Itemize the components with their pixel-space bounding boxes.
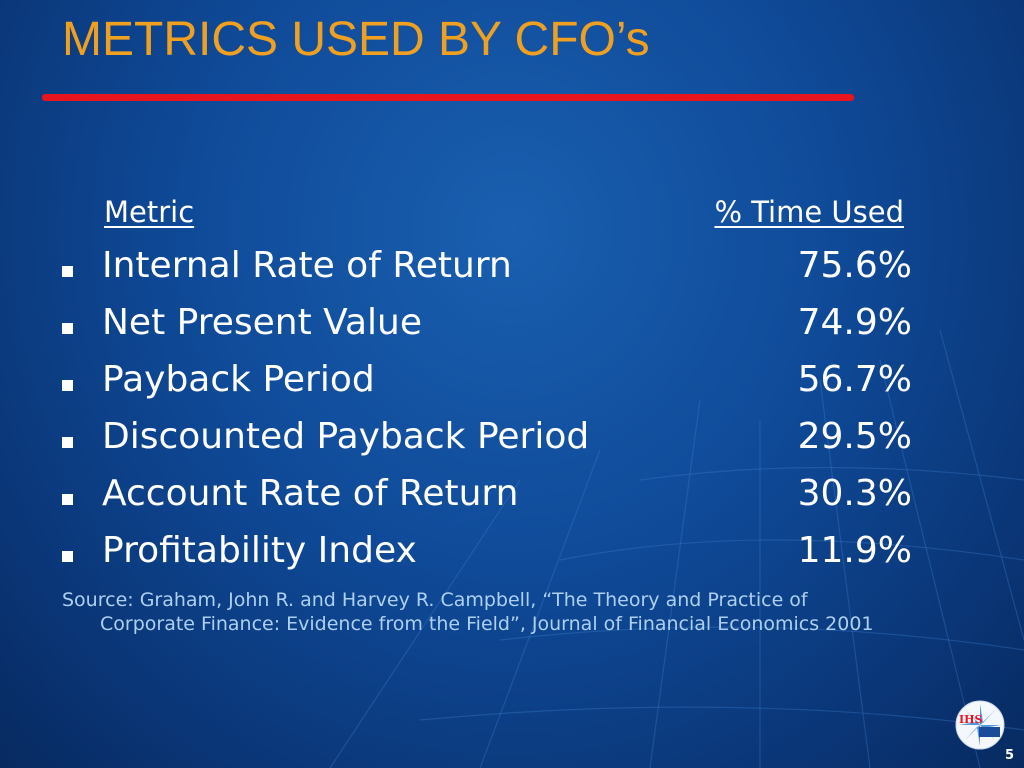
ihs-logo-icon: IHS [955,700,1005,750]
metric-pct: 30.3% [797,473,912,514]
metric-name: Internal Rate of Return [102,245,512,286]
metric-name: Account Rate of Return [102,473,519,514]
metric-row: Net Present Value 74.9% [62,302,912,359]
square-bullet-icon [62,437,73,448]
logo-text: IHS [959,713,983,726]
metric-pct: 75.6% [797,245,912,286]
column-header-metric: Metric [104,195,195,229]
metric-row: Profitability Index 11.9% [62,530,912,587]
metric-pct: 74.9% [797,302,912,343]
square-bullet-icon [62,266,73,277]
column-header-pct-time-used: % Time Used [714,195,904,229]
source-line-1: Source: Graham, John R. and Harvey R. Ca… [62,589,808,611]
metric-row: Discounted Payback Period 29.5% [62,416,912,473]
square-bullet-icon [62,380,73,391]
square-bullet-icon [62,494,73,505]
metric-pct: 56.7% [797,359,912,400]
metrics-list: Internal Rate of Return 75.6% Net Presen… [62,245,912,587]
metric-row: Account Rate of Return 30.3% [62,473,912,530]
square-bullet-icon [62,323,73,334]
metric-name: Payback Period [102,359,375,400]
title-underline-rule [42,94,854,101]
source-citation: Source: Graham, John R. and Harvey R. Ca… [62,588,962,636]
source-line-2: Corporate Finance: Evidence from the Fie… [100,613,874,635]
metric-name: Discounted Payback Period [102,416,590,457]
slide-title: METRICS USED BY CFO’s [62,13,650,66]
metric-name: Net Present Value [102,302,423,343]
page-number: 5 [1004,748,1014,763]
metric-pct: 11.9% [797,530,912,571]
metric-row: Payback Period 56.7% [62,359,912,416]
metric-name: Profitability Index [102,530,417,571]
metric-row: Internal Rate of Return 75.6% [62,245,912,302]
square-bullet-icon [62,551,73,562]
metric-pct: 29.5% [797,416,912,457]
